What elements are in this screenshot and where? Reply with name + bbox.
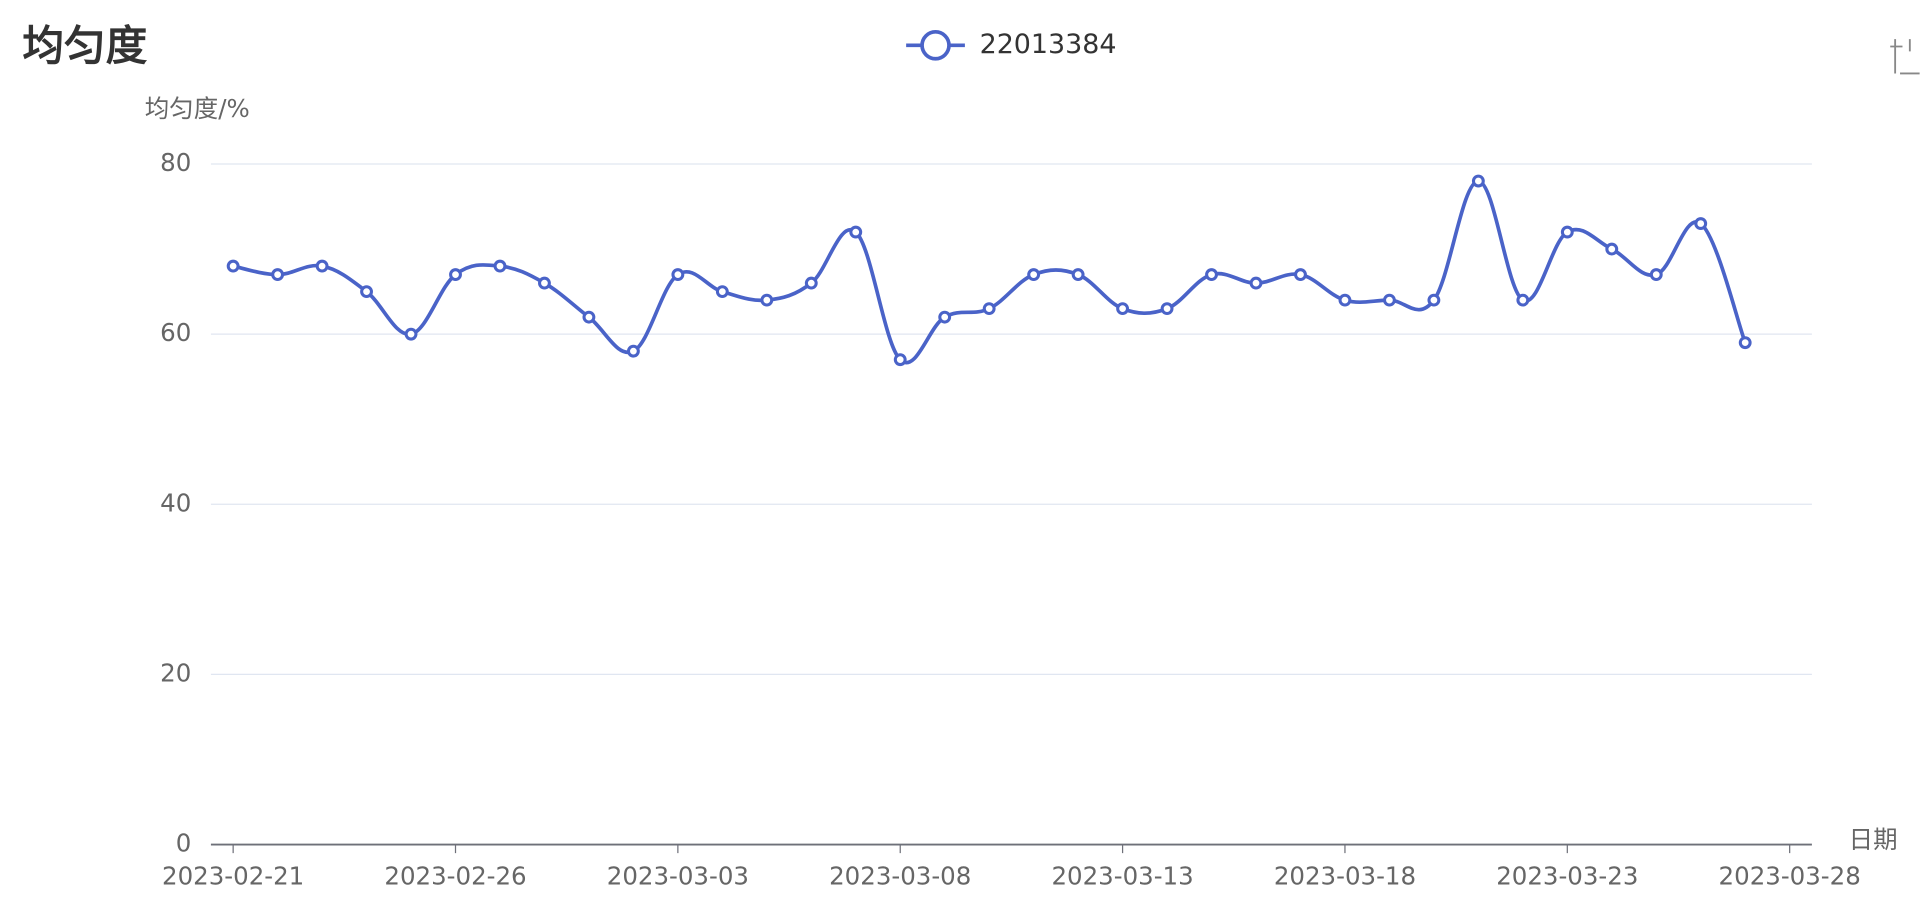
x-tick-label: 2023-03-23 (1496, 862, 1638, 891)
data-point (1338, 293, 1352, 307)
data-point (760, 293, 774, 307)
y-tick-label: 80 (160, 148, 191, 177)
data-point (538, 276, 551, 290)
data-point (1249, 276, 1263, 290)
x-axis-title: 日期 (1849, 825, 1898, 854)
data-point (671, 268, 685, 282)
data-point (1382, 293, 1396, 307)
y-axis-title: 均匀度/% (145, 94, 250, 123)
data-point (493, 259, 507, 273)
x-tick-label: 2023-03-18 (1274, 862, 1416, 891)
data-point (1560, 225, 1574, 239)
data-point (849, 225, 863, 239)
data-point (404, 327, 418, 341)
data-point (982, 302, 996, 316)
data-point (315, 259, 329, 273)
data-point (226, 259, 240, 273)
y-tick-label: 0 (176, 829, 192, 858)
data-point (1471, 174, 1485, 188)
data-point (360, 285, 373, 299)
data-point (626, 344, 640, 358)
legend-marker (920, 29, 951, 61)
data-point (1116, 302, 1130, 316)
x-tick-label: 2023-03-13 (1051, 862, 1193, 891)
y-tick-label: 60 (160, 318, 191, 347)
data-point (804, 276, 818, 290)
data-point (1027, 268, 1041, 282)
x-tick-label: 2023-03-08 (829, 862, 971, 891)
data-point (271, 268, 285, 282)
y-tick-label: 40 (160, 488, 191, 517)
data-point (893, 353, 907, 367)
data-point (449, 268, 462, 282)
y-tick-label: 20 (160, 658, 191, 687)
data-point (1205, 268, 1218, 282)
data-point (715, 285, 729, 299)
data-point (1160, 302, 1174, 316)
chart-title: 均匀度 (22, 21, 147, 70)
data-point (1738, 336, 1752, 350)
x-tick-label: 2023-02-26 (384, 862, 526, 891)
data-point (1649, 268, 1663, 282)
data-point (1605, 242, 1619, 256)
data-point (1694, 217, 1708, 230)
data-point (1071, 268, 1085, 282)
x-tick-label: 2023-02-21 (162, 862, 304, 891)
x-tick-label: 2023-03-28 (1719, 862, 1861, 891)
data-point (1427, 293, 1441, 307)
x-tick-label: 2023-03-03 (607, 862, 749, 891)
legend-label: 22013384 (980, 29, 1117, 60)
data-point (1516, 293, 1530, 307)
data-point (938, 310, 952, 324)
toolbox-icon[interactable] (1890, 39, 1920, 75)
data-point (1294, 268, 1307, 282)
data-point (582, 310, 596, 324)
